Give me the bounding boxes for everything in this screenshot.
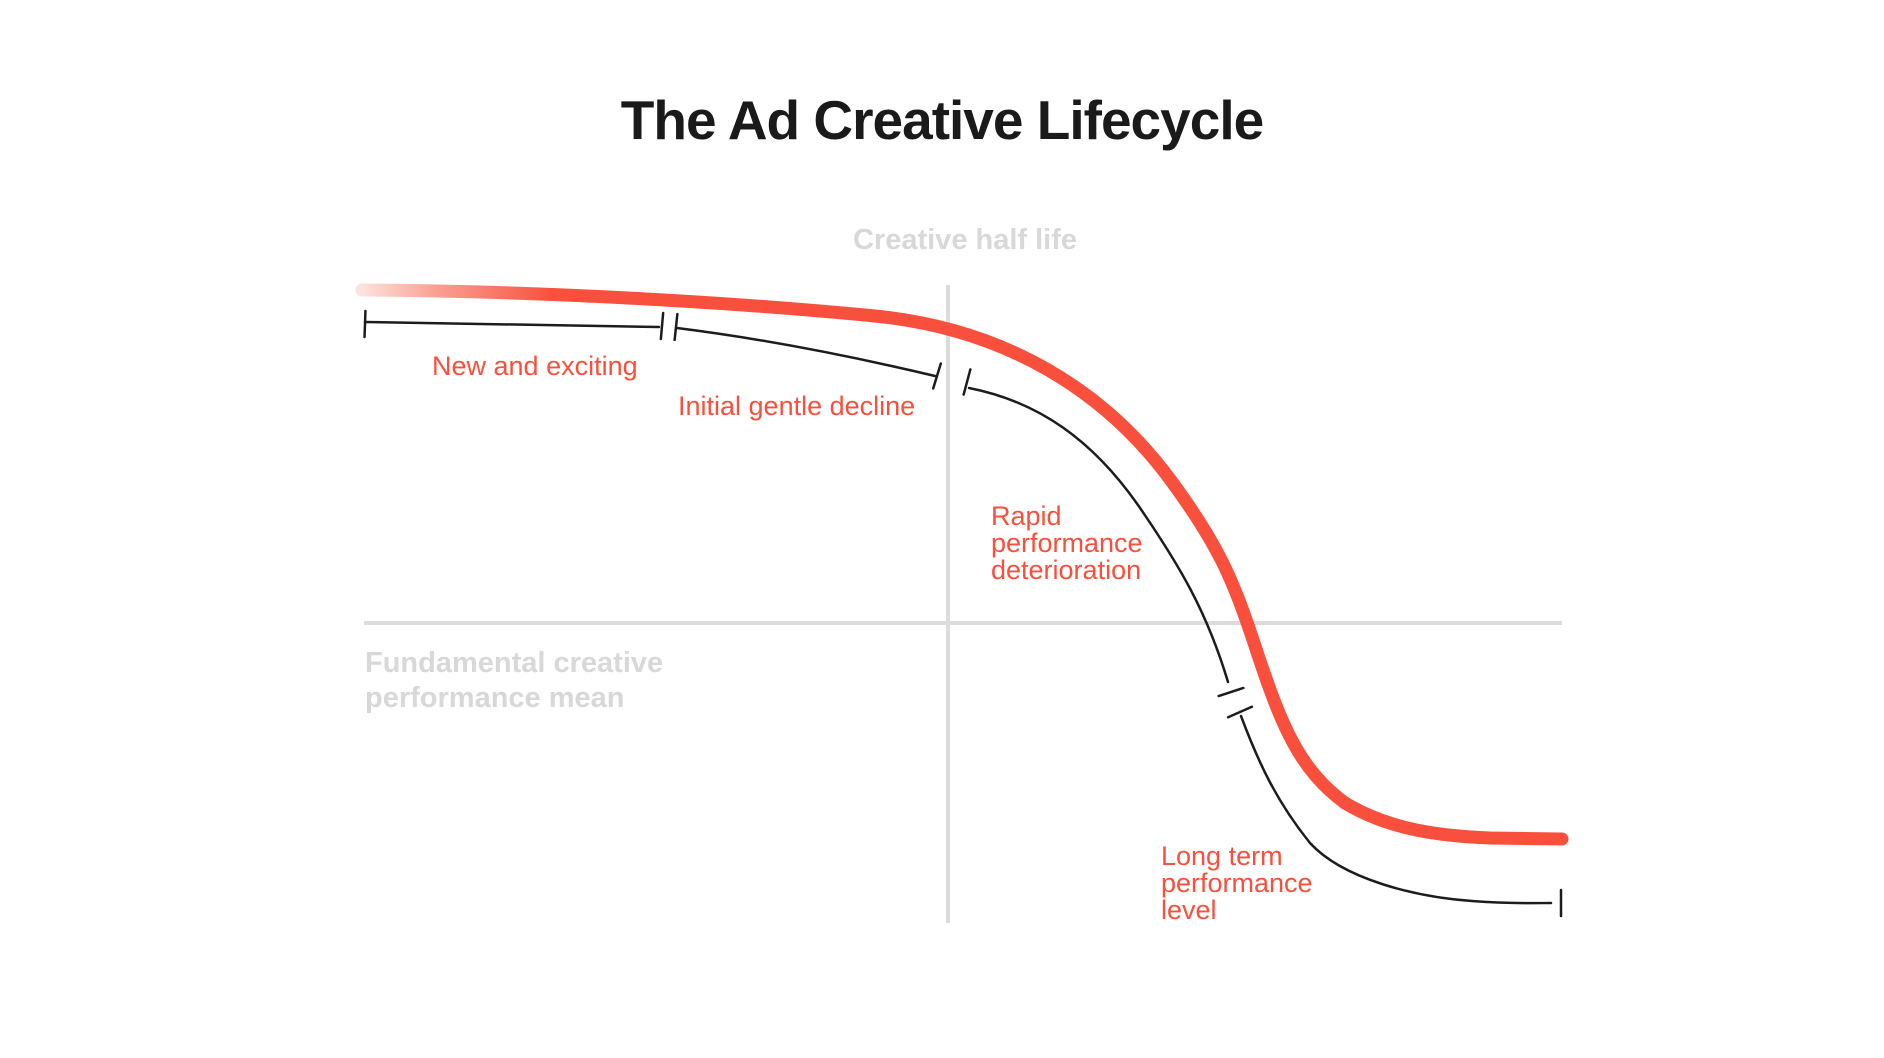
bracket-segment-long-term-level — [1239, 714, 1553, 905]
tick-mark — [1217, 686, 1245, 698]
tick-mark — [962, 368, 972, 396]
phase-label-rapid-performance-deterioration: Rapid performance deterioration — [991, 501, 1143, 585]
bracket-segment-initial-gentle-decline — [675, 326, 937, 378]
tick-mark — [363, 309, 367, 339]
bracket-segment-rapid-deterioration — [967, 386, 1230, 684]
bracket-segment-new-and-exciting — [363, 320, 661, 329]
performance-mean-axis-label: Fundamental creative performance mean — [365, 647, 664, 714]
tick-mark — [931, 362, 943, 390]
main-lifecycle-curve — [355, 283, 1569, 846]
half-life-axis-label: Creative half life — [852, 224, 1078, 256]
reference-axes — [364, 285, 1562, 923]
phase-label-initial-gentle-decline: Initial gentle decline — [678, 391, 916, 421]
phase-label-new-and-exciting: New and exciting — [432, 351, 638, 381]
page-title: The Ad Creative Lifecycle — [620, 89, 1264, 151]
tick-mark — [1226, 705, 1254, 719]
tick-mark — [659, 311, 665, 341]
phase-label-long-term-performance-level: Long term performance level — [1161, 841, 1313, 925]
phase-bracket-curve — [363, 309, 1563, 918]
tick-mark — [673, 312, 679, 342]
